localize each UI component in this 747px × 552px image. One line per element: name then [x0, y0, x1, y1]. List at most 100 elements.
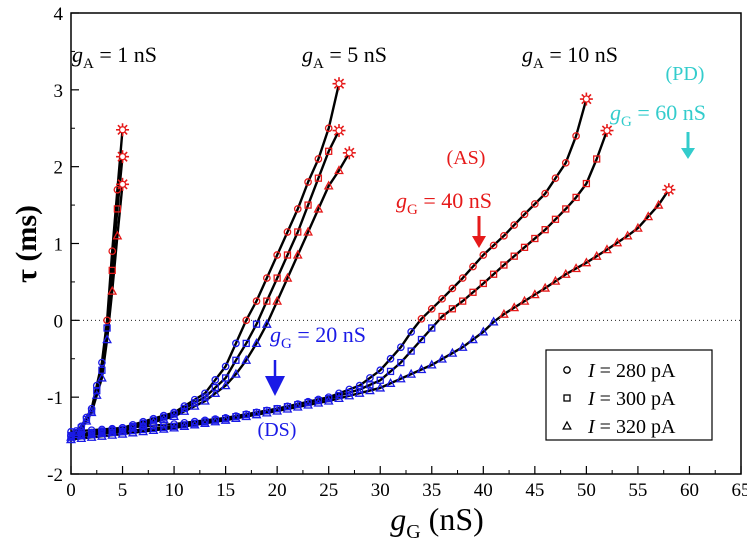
data-point-marker: [241, 354, 252, 364]
data-point-marker: [499, 308, 509, 318]
data-point-marker: [303, 399, 313, 409]
end-star-marker: [600, 124, 614, 138]
data-point-marker: [633, 222, 643, 232]
x-axis-label-sub: G: [406, 521, 420, 543]
data-point-marker: [200, 395, 210, 405]
y-tick-label: -2: [47, 465, 63, 486]
data-point-marker: [479, 251, 488, 259]
data-point-marker: [540, 282, 551, 292]
data-point-marker: [210, 416, 221, 426]
data-point-marker: [138, 426, 149, 436]
end-star-marker: [342, 146, 356, 160]
data-point-marker: [231, 413, 241, 423]
y-axis-label: τ (ms): [10, 205, 43, 283]
data-point-marker: [397, 358, 405, 367]
legend-marker: [563, 394, 571, 402]
data-point-marker: [98, 358, 106, 367]
data-point-marker: [201, 393, 209, 401]
data-point-marker: [323, 180, 334, 190]
data-point-marker: [283, 228, 292, 236]
data-point-marker: [396, 343, 405, 352]
y-tick-label: 3: [54, 81, 64, 102]
data-point-marker: [426, 359, 437, 369]
x-tick-label: 25: [319, 480, 338, 501]
data-point-marker: [91, 389, 102, 399]
gG-40-label: gG = 40 nS: [396, 188, 492, 218]
x-tick-label: 5: [118, 480, 128, 501]
legend-marker: [563, 366, 571, 374]
data-point-marker: [86, 431, 97, 441]
data-point-marker: [191, 399, 199, 407]
tau-curve: [70, 184, 124, 441]
data-point-marker: [385, 377, 396, 387]
data-point-marker: [252, 297, 261, 305]
pd-arrowhead: [681, 148, 695, 159]
x-tick-label: 0: [66, 480, 76, 501]
x-tick-label: 65: [732, 480, 747, 501]
data-point-marker: [323, 395, 334, 405]
data-point-marker: [108, 266, 116, 275]
data-point-marker: [344, 390, 355, 400]
end-star-marker: [332, 124, 346, 138]
data-point-marker: [293, 205, 302, 213]
data-point-marker: [313, 203, 324, 213]
data-point-marker: [292, 249, 303, 259]
data-point-marker: [448, 284, 457, 293]
data-point-marker: [551, 174, 560, 183]
data-point-marker: [530, 200, 539, 208]
data-point-marker: [103, 316, 111, 325]
data-point-marker: [571, 263, 581, 273]
data-point-marker: [103, 324, 111, 332]
data-point-marker: [653, 199, 664, 209]
data-point-marker: [562, 205, 570, 213]
data-point-marker: [457, 341, 468, 351]
data-point-marker: [448, 305, 457, 313]
data-point-marker: [220, 380, 231, 390]
legend-label: I = 280 pA: [587, 360, 676, 382]
data-point-marker: [407, 347, 415, 355]
data-point-marker: [406, 368, 417, 378]
data-point-marker: [438, 294, 446, 303]
data-point-marker: [76, 432, 87, 442]
data-point-marker: [509, 302, 520, 312]
data-point-marker: [531, 234, 539, 243]
data-point-marker: [113, 185, 122, 194]
data-point-marker: [292, 401, 303, 411]
data-point-marker: [98, 429, 106, 437]
data-point-marker: [112, 230, 123, 240]
data-point-marker: [283, 251, 292, 259]
x-axis-label: gG (nS): [390, 501, 484, 543]
x-tick-label: 55: [628, 480, 647, 501]
data-point-marker: [459, 297, 467, 305]
data-point-marker: [179, 405, 190, 415]
data-point-marker: [262, 274, 271, 282]
x-tick-label: 30: [371, 480, 390, 501]
data-point-marker: [92, 381, 101, 390]
data-point-marker: [324, 124, 333, 133]
data-point-marker: [500, 261, 508, 269]
data-point-marker: [272, 405, 283, 415]
data-point-marker: [438, 312, 446, 321]
x-tick-label: 20: [268, 480, 287, 501]
data-point-marker: [602, 244, 612, 254]
data-point-marker: [541, 226, 549, 234]
data-point-marker: [395, 373, 406, 383]
data-point-marker: [488, 316, 499, 326]
markers: [66, 77, 676, 444]
data-point-marker: [489, 270, 498, 278]
end-star-marker: [116, 177, 130, 191]
data-point-marker: [437, 353, 447, 363]
data-point-marker: [231, 368, 241, 378]
data-point-marker: [148, 424, 159, 435]
tau-curve: [70, 130, 341, 437]
data-point-marker: [86, 407, 97, 417]
data-point-marker: [335, 391, 343, 400]
y-tick-label: 2: [54, 158, 64, 179]
data-point-marker: [241, 411, 252, 421]
data-point-marker: [220, 414, 231, 424]
data-point-marker: [113, 205, 122, 213]
legend: I = 280 pA I = 300 pA I = 320 pA: [545, 349, 713, 441]
data-point-marker: [520, 210, 529, 219]
data-point-marker: [375, 382, 386, 392]
ga-labels: gA = 1 nS gA = 5 nS gA = 10 nS: [72, 42, 618, 72]
